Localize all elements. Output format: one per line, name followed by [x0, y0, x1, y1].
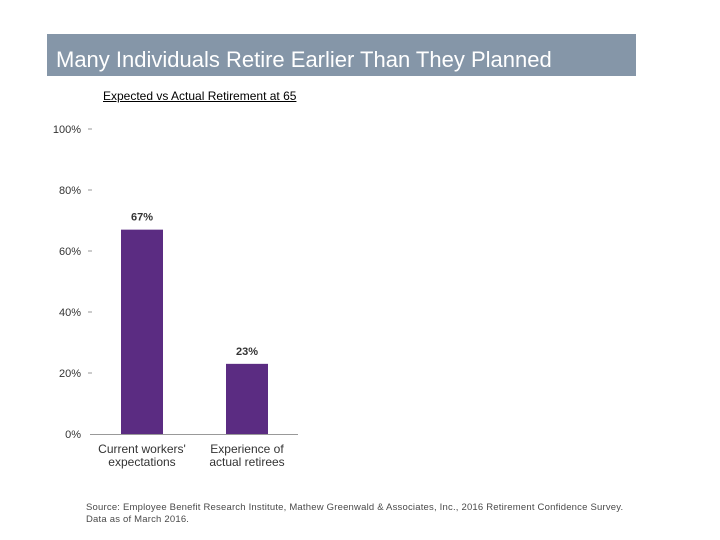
- x-category-label: expectations: [108, 455, 175, 469]
- source-note: Source: Employee Benefit Research Instit…: [86, 502, 686, 526]
- y-tick-label: 20%: [59, 368, 81, 380]
- data-label: 23%: [236, 346, 258, 358]
- chart-subtitle: Expected vs Actual Retirement at 65: [103, 89, 297, 103]
- source-line-2: Data as of March 2016.: [86, 514, 190, 525]
- source-line-1: Source: Employee Benefit Research Instit…: [86, 502, 624, 513]
- x-category-label: Current workers': [98, 442, 186, 456]
- slide-title: Many Individuals Retire Earlier Than The…: [56, 47, 552, 72]
- y-tick-label: 0%: [65, 429, 81, 441]
- y-tick-label: 80%: [59, 185, 81, 197]
- bar: [226, 363, 268, 434]
- title-bar: Many Individuals Retire Earlier Than The…: [47, 34, 636, 76]
- y-tick-label: 40%: [59, 307, 81, 319]
- data-label: 67%: [131, 212, 153, 224]
- y-tick-label: 60%: [59, 246, 81, 258]
- y-tick-label: 100%: [53, 124, 81, 136]
- bar: [121, 229, 163, 434]
- x-category-label: Experience of: [210, 442, 284, 456]
- x-category-label: actual retirees: [209, 455, 284, 469]
